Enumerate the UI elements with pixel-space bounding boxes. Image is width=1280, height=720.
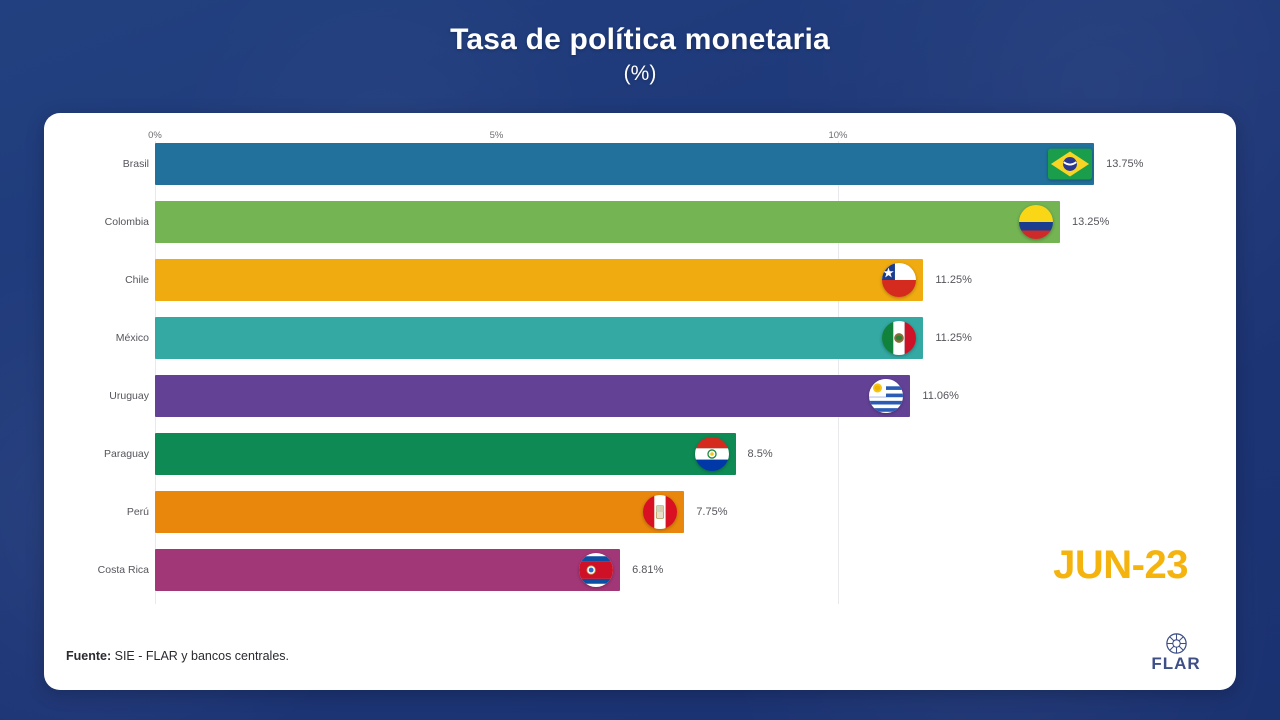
chart-subtitle: (%): [623, 62, 657, 85]
category-label: Chile: [125, 274, 149, 286]
category-label: Colombia: [104, 216, 149, 228]
chart-header: Tasa de política monetaria (%): [0, 0, 1280, 108]
bar-row: Chile 11.25%: [44, 259, 1236, 301]
bar-peru[interactable]: [155, 491, 685, 533]
gridline: [838, 141, 839, 604]
bar-value-label: 8.5%: [747, 448, 773, 460]
bar-value-label: 13.25%: [1071, 216, 1110, 228]
brazil-flag-icon: [1048, 148, 1093, 180]
category-label: Costa Rica: [97, 564, 149, 576]
bar-brasil[interactable]: [155, 143, 1095, 185]
colombia-flag-icon: [1018, 205, 1053, 239]
bar-row: Perú 7.75%: [44, 491, 1236, 533]
bar-value-label: 11.25%: [935, 274, 972, 286]
bar-chile[interactable]: [155, 259, 924, 301]
uruguay-flag-icon: [869, 379, 904, 413]
flar-emblem-icon: [1165, 633, 1187, 654]
gridline: [155, 141, 156, 604]
flar-logo: FLAR: [1134, 633, 1218, 679]
bar-row: Paraguay 8.5%: [44, 433, 1236, 475]
costa-rica-flag-icon: [579, 553, 614, 587]
plot-area: 0% 5% 10% Brasil 13.75% Colombia 13.25% Chile 1…: [44, 113, 1236, 623]
paraguay-flag-icon: [694, 437, 729, 471]
category-label: Paraguay: [104, 448, 149, 460]
flar-logo-text: FLAR: [1151, 654, 1201, 673]
bar-mexico[interactable]: [155, 317, 924, 359]
bar-row: Brasil 13.75%: [44, 143, 1236, 185]
bar-value-label: 11.06%: [922, 390, 959, 402]
bar-value-label: 7.75%: [696, 506, 728, 518]
bar-row: Costa Rica 6.81%: [44, 549, 1236, 591]
bar-row: Colombia 13.25%: [44, 201, 1236, 243]
bar-paraguay[interactable]: [155, 433, 736, 475]
bar-uruguay[interactable]: [155, 375, 911, 417]
bar-row: México 11.25%: [44, 317, 1236, 359]
period-stamp: JUN-23: [1053, 543, 1188, 587]
category-label: Uruguay: [109, 390, 149, 402]
source-label: Fuente:: [66, 649, 112, 663]
bar-value-label: 13.75%: [1106, 158, 1144, 170]
category-label: Brasil: [122, 158, 149, 170]
chile-flag-icon: [882, 263, 917, 297]
x-tick-label: 5%: [489, 130, 504, 141]
bar-row: Uruguay 11.06%: [44, 375, 1236, 417]
bar-value-label: 11.25%: [935, 332, 972, 344]
mexico-flag-icon: [882, 321, 917, 355]
source-text: SIE - FLAR y bancos centrales.: [111, 649, 289, 663]
category-label: México: [115, 332, 149, 344]
bar-series: Brasil 13.75% Colombia 13.25% Chile 11.25% Méx…: [44, 143, 1236, 623]
source-note: Fuente: SIE - FLAR y bancos centrales.: [66, 649, 289, 663]
x-tick-label: 10%: [828, 130, 848, 141]
chart-footer: Fuente: SIE - FLAR y bancos centrales.: [44, 623, 1236, 690]
bar-costa-rica[interactable]: [155, 549, 621, 591]
x-tick-label: 0%: [148, 130, 162, 141]
bar-colombia[interactable]: [155, 201, 1060, 243]
x-axis-ticks: 0% 5% 10%: [44, 113, 1236, 141]
peru-flag-icon: [643, 495, 678, 529]
page-title: Tasa de política monetaria: [450, 23, 830, 56]
chart-card: 0% 5% 10% Brasil 13.75% Colombia 13.25% Chile 1…: [44, 113, 1236, 690]
category-label: Perú: [126, 506, 149, 518]
bar-value-label: 6.81%: [632, 564, 664, 576]
